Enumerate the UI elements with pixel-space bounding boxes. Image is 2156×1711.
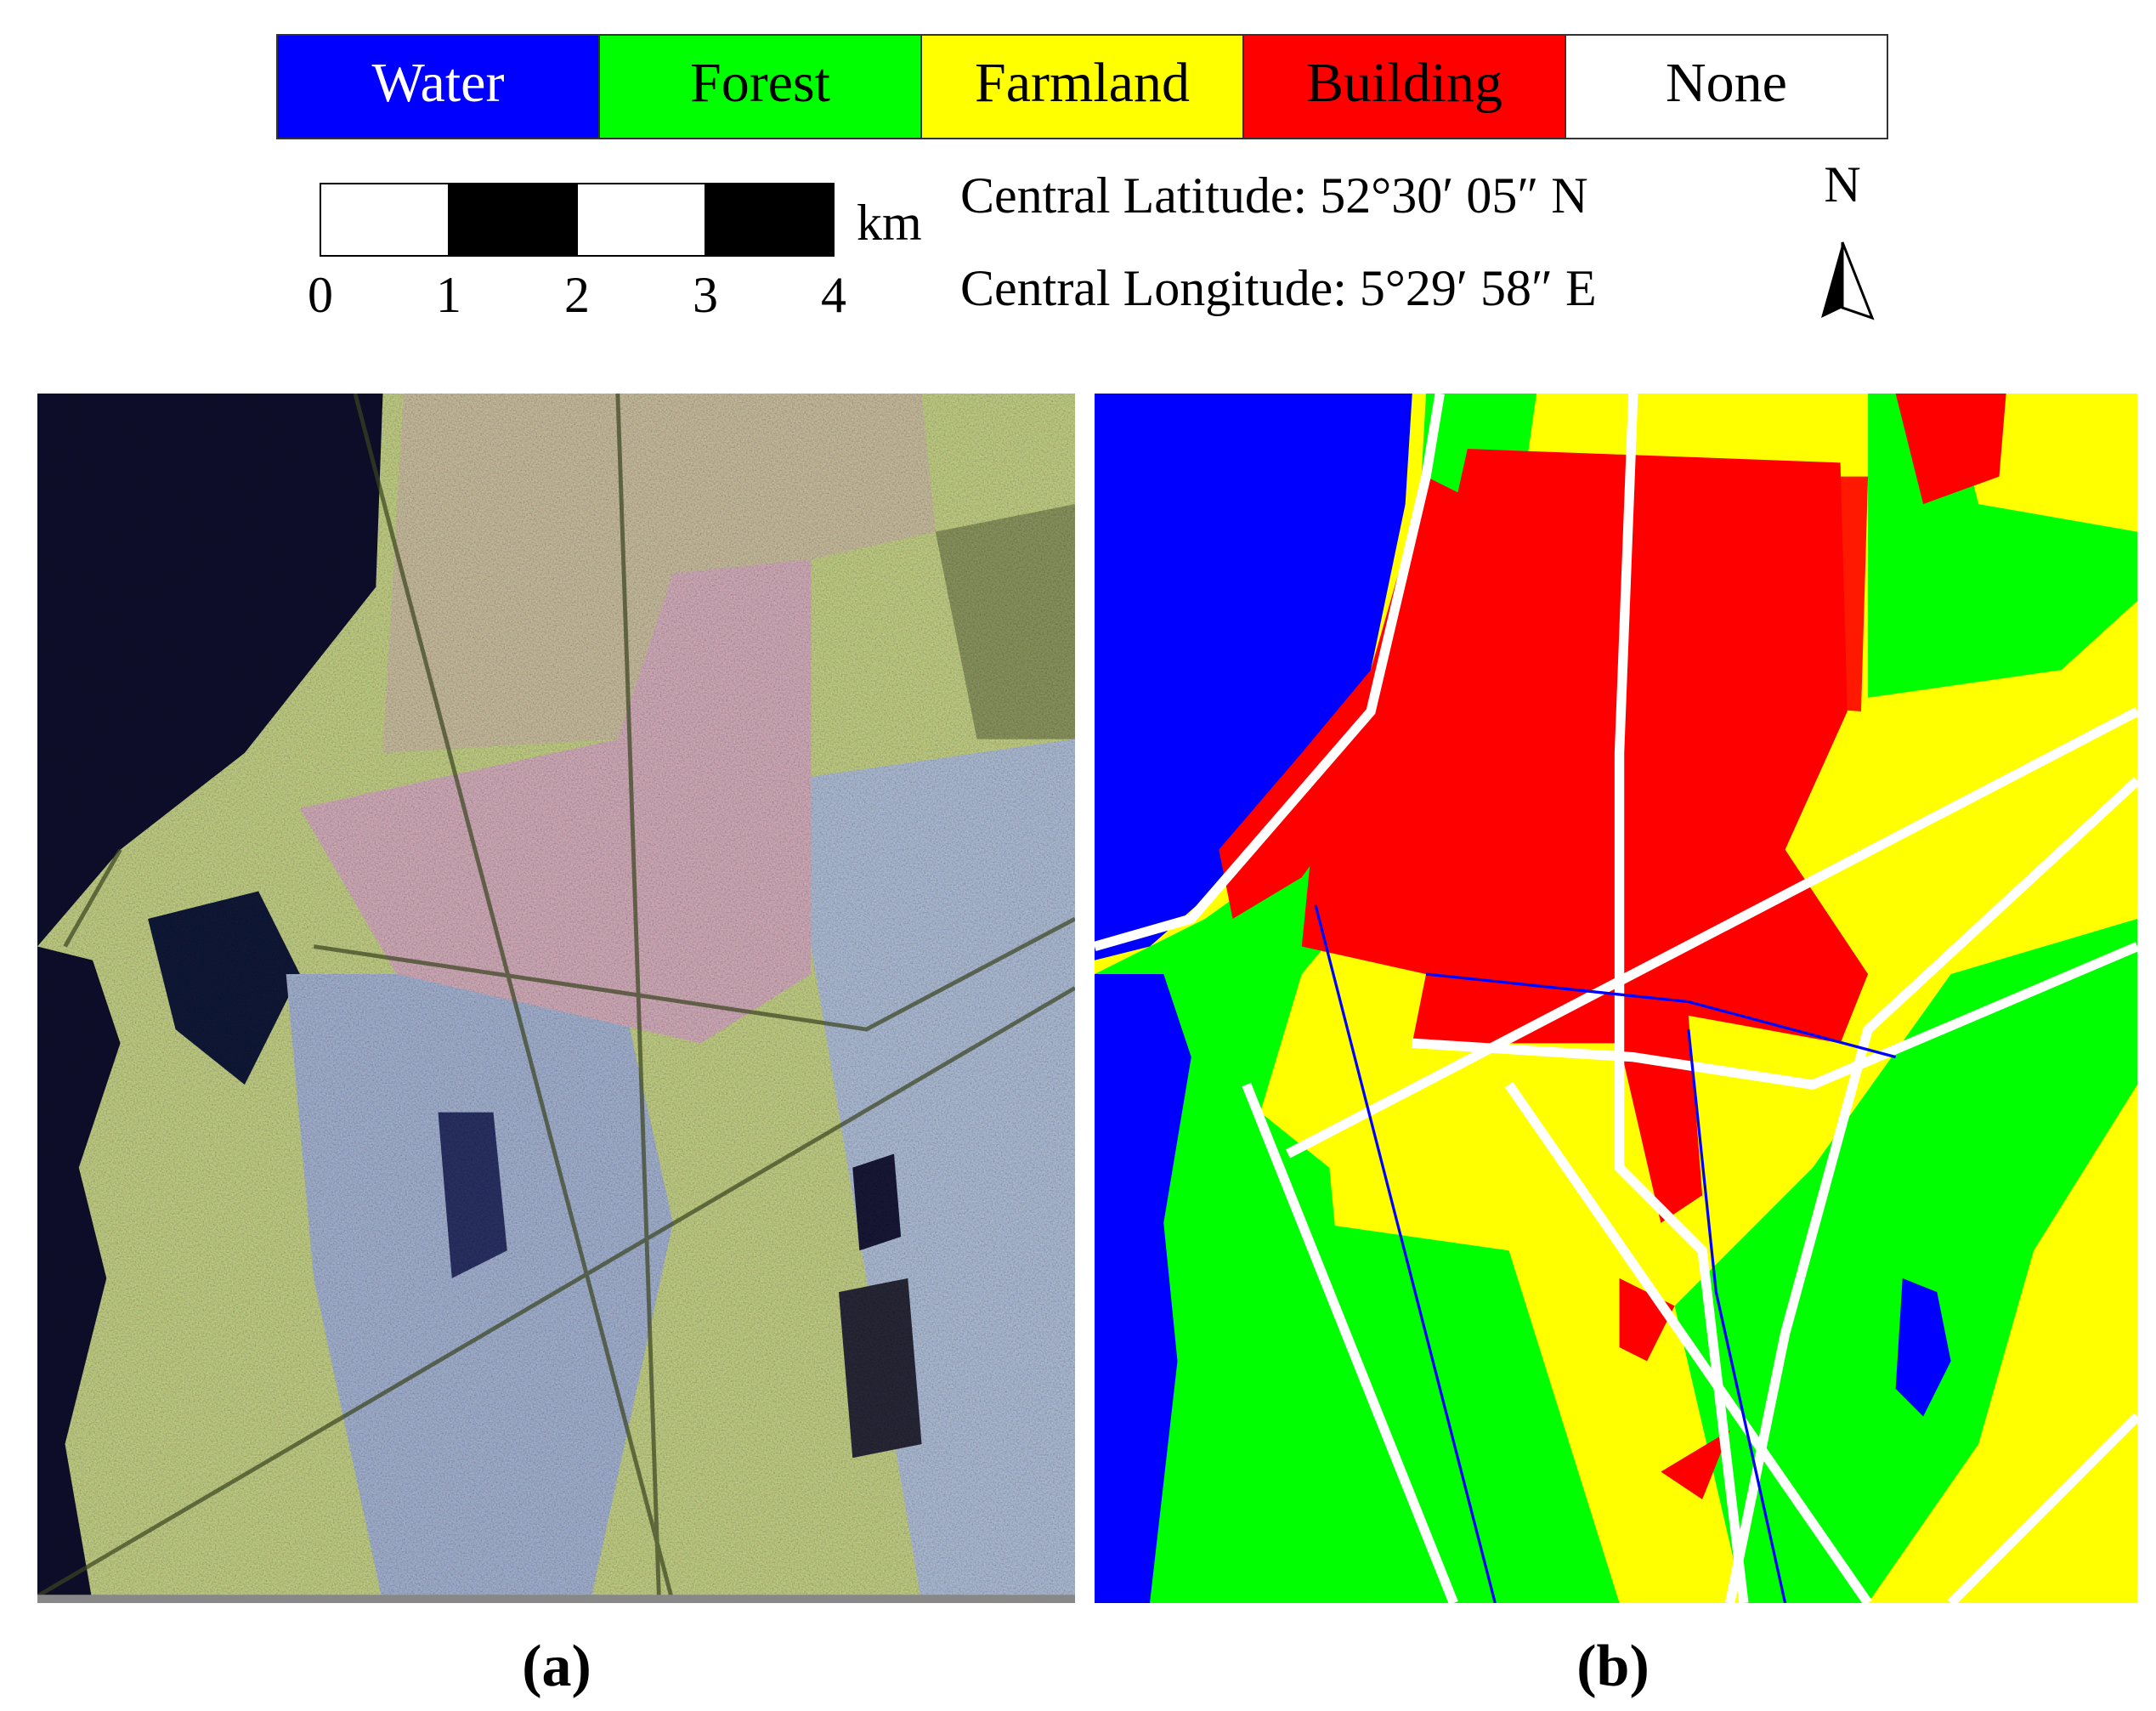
scale-label: 3	[693, 267, 718, 323]
legend-swatch	[920, 34, 1244, 139]
legend-label: Building	[1306, 52, 1502, 114]
legend-label: Farmland	[975, 52, 1190, 114]
legend: Water Forest Farmland Building None	[276, 34, 1888, 139]
caption-a: (a)	[522, 1634, 591, 1699]
scale-label: 0	[308, 267, 333, 323]
scale-unit: km	[857, 195, 922, 251]
scale-segment	[448, 183, 578, 257]
legend-swatch	[598, 34, 922, 139]
scale-label: 1	[436, 267, 461, 323]
legend-label: Forest	[690, 52, 830, 114]
legend-label: None	[1666, 52, 1787, 114]
north-arrow	[1821, 241, 1875, 320]
scale-segment	[320, 183, 450, 257]
scale-segment	[576, 183, 706, 257]
latitude: Central Latitude: 52°30′ 05″ N	[960, 167, 1588, 224]
scale-label: 2	[564, 267, 590, 323]
classification-map	[1095, 394, 2137, 1603]
legend-label: Water	[372, 52, 505, 114]
scale-label: 4	[821, 267, 846, 323]
scale-segment	[705, 183, 835, 257]
north-label: N	[1824, 156, 1860, 212]
sar-image	[37, 394, 1075, 1603]
legend-swatch	[1242, 34, 1566, 139]
scale-bar: 0 1 2 3 4km	[308, 183, 922, 323]
longitude: Central Longitude: 5°29′ 58″ E	[960, 260, 1597, 316]
legend-swatch	[276, 34, 600, 139]
caption-b: (b)	[1576, 1634, 1650, 1699]
legend-swatch	[1565, 34, 1888, 139]
